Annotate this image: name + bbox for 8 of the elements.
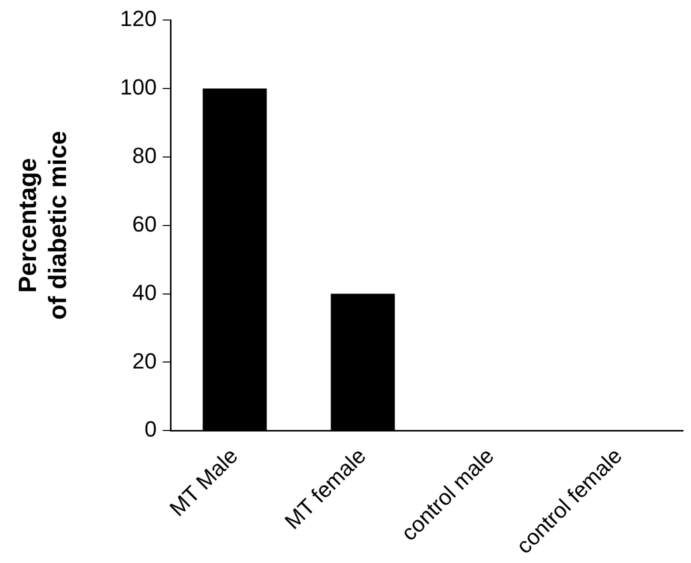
y-tick-label: 80: [132, 142, 157, 168]
y-tick-label: 20: [132, 348, 157, 374]
y-tick-label: 100: [120, 74, 157, 100]
y-tick-label: 120: [120, 6, 157, 32]
y-tick-label: 0: [144, 416, 157, 442]
y-tick-label: 40: [132, 280, 157, 305]
y-tick-label: 60: [132, 211, 157, 236]
y-axis-title: Percentage of diabetic mice: [14, 130, 72, 320]
